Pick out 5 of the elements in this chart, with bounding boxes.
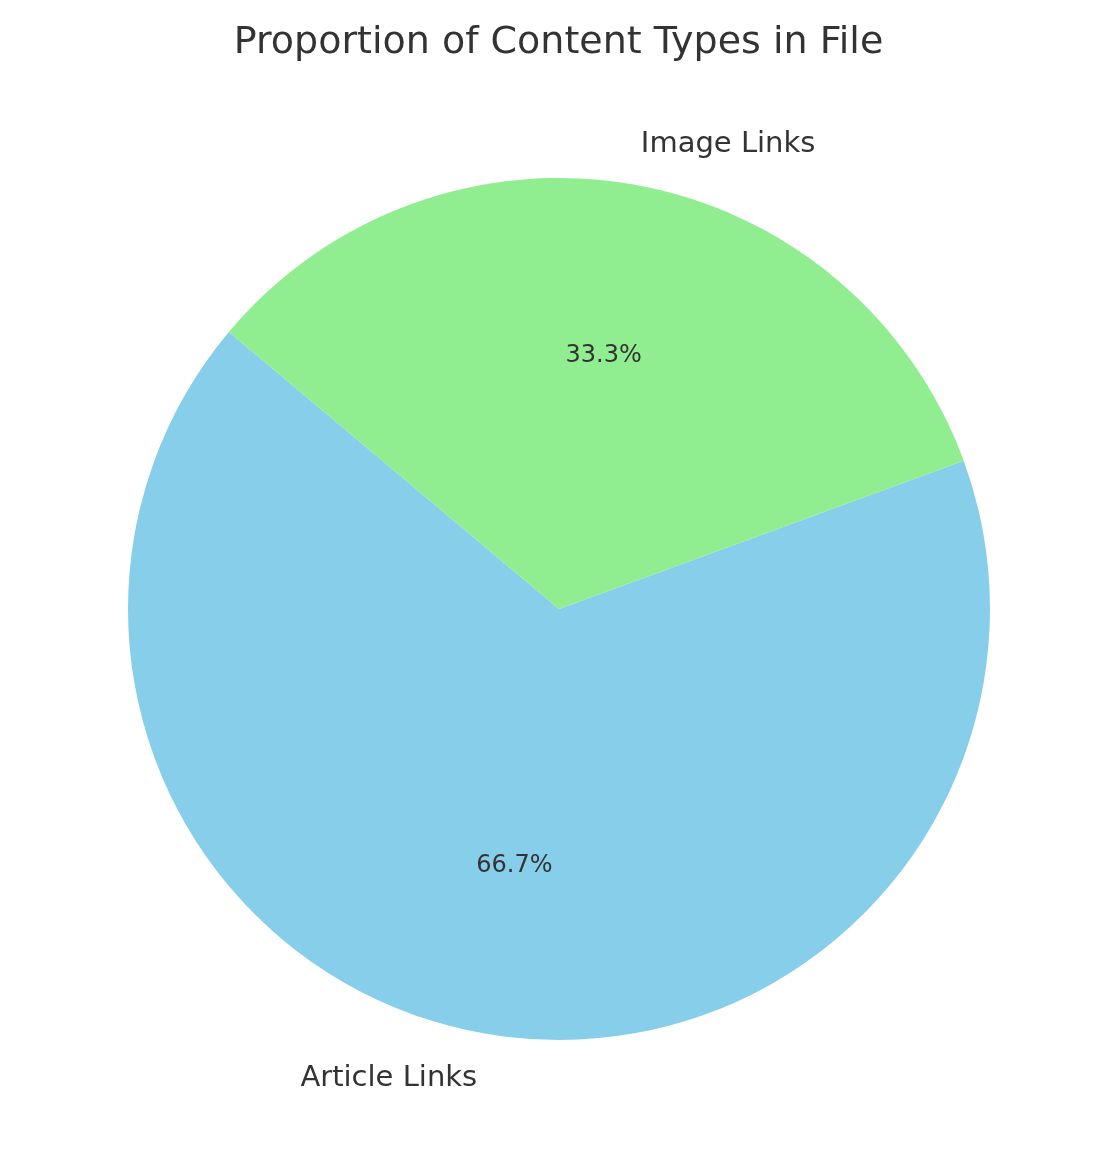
slice-label: Article Links — [300, 1058, 478, 1093]
data-label: 66.7% — [476, 849, 553, 878]
data-label: 33.3% — [565, 340, 642, 369]
slice-label: Image Links — [640, 125, 816, 160]
chart-title: Proportion of Content Types in File — [233, 18, 884, 62]
